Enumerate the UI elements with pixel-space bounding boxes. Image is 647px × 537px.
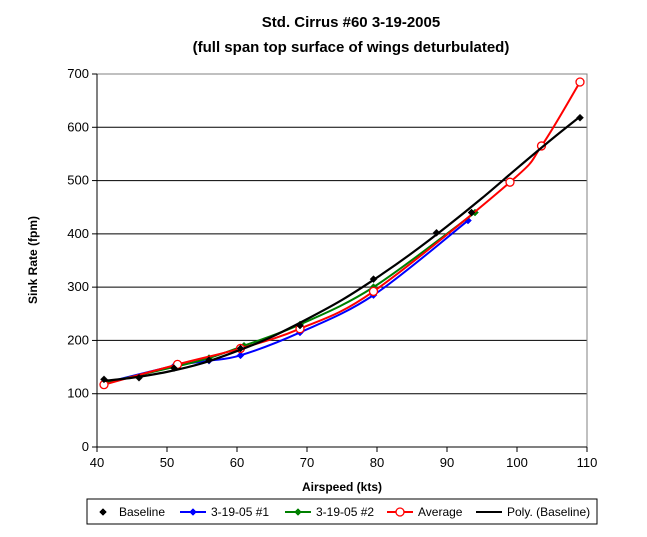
legend-label: Baseline (119, 505, 165, 519)
legend-label: Average (418, 505, 463, 519)
data-point (296, 321, 304, 330)
data-point (432, 228, 441, 237)
data-point (576, 113, 584, 122)
data-point (205, 356, 213, 364)
legend: Baseline 3-19-05 #1 3-19-05 #2 Average Poly.… (86, 498, 598, 525)
chart-subtitle: (full span top surface of wings deturbul… (193, 39, 510, 56)
data-point (369, 275, 378, 284)
x-axis-title: Airspeed (kts) (302, 480, 382, 494)
series-line (103, 211, 476, 385)
data-point (100, 375, 108, 384)
y-tick-label: 700 (67, 66, 89, 81)
data-point (135, 373, 143, 382)
y-tick-label: 100 (67, 386, 89, 401)
x-axis: 40 50 60 70 80 90 100 110 (90, 74, 598, 470)
legend-box (86, 498, 598, 525)
x-tick-label: 110 (577, 455, 598, 470)
legend-entry: Baseline (99, 505, 165, 519)
x-tick-label: 50 (160, 455, 174, 470)
x-tick-label: 80 (370, 455, 384, 470)
y-tick-label: 0 (82, 439, 89, 454)
series-line (103, 81, 581, 386)
gridlines (97, 73, 587, 395)
x-tick-label: 40 (90, 455, 104, 470)
y-tick-label: 500 (67, 173, 89, 188)
data-point (467, 208, 476, 217)
legend-swatch-marker (294, 508, 302, 516)
data-point (505, 177, 515, 187)
data-point (536, 141, 547, 151)
data-point (170, 364, 178, 372)
legend-swatch-marker (395, 507, 405, 517)
legend-entry: Poly. (Baseline) (476, 505, 590, 519)
series-line (103, 219, 469, 385)
legend-swatch-marker (99, 508, 107, 516)
series-3-19-05-1 (100, 216, 472, 387)
series-baseline (100, 113, 584, 384)
legend-entry: 3-19-05 #1 (180, 505, 269, 519)
y-tick-label: 300 (67, 279, 89, 294)
legend-entry: Average (387, 505, 463, 519)
series-3-19-05-2 (100, 208, 479, 387)
y-tick-label: 600 (67, 119, 89, 134)
x-tick-label: 100 (506, 455, 528, 470)
data-point (368, 286, 379, 297)
legend-label: Poly. (Baseline) (507, 505, 590, 519)
legend-entry: 3-19-05 #2 (285, 505, 374, 519)
y-tick-label: 400 (67, 226, 89, 241)
x-tick-label: 70 (300, 455, 314, 470)
legend-label: 3-19-05 #1 (211, 505, 269, 519)
x-tick-label: 60 (230, 455, 244, 470)
y-axis-title: Sink Rate (fpm) (26, 216, 40, 304)
legend-swatch-marker (189, 508, 197, 516)
plot-area (96, 73, 588, 448)
y-tick-label: 200 (67, 332, 89, 347)
data-point (575, 77, 585, 87)
x-tick-label: 90 (440, 455, 454, 470)
chart-title: Std. Cirrus #60 3-19-2005 (262, 14, 440, 31)
data-point (236, 351, 245, 360)
data-point (236, 344, 245, 353)
y-axis: 0 100 200 300 400 500 600 700 (67, 66, 97, 454)
series-layer (99, 77, 585, 390)
legend-label: 3-19-05 #2 (316, 505, 374, 519)
series-poly-baseline (103, 115, 581, 383)
series-line (103, 115, 581, 383)
series-average (99, 77, 585, 390)
